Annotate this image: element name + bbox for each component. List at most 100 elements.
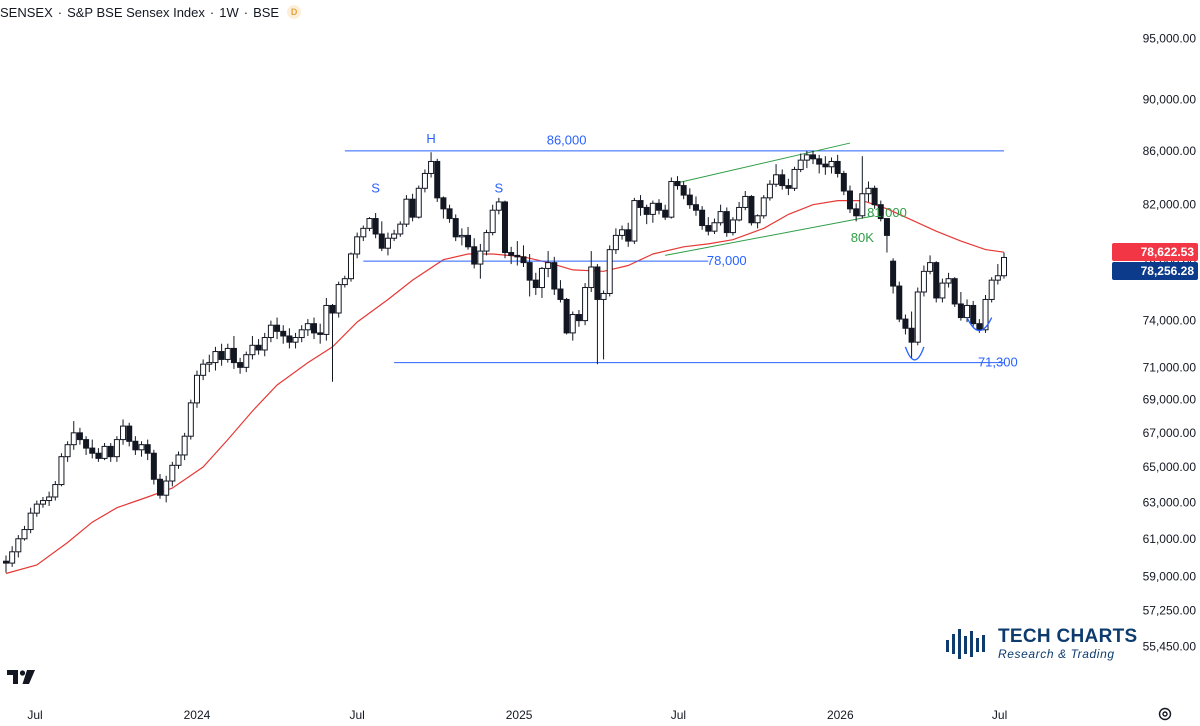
candle-body-up <box>366 218 373 229</box>
candle-body-down <box>680 185 687 196</box>
candle <box>317 323 324 344</box>
chart-annotation-label: S <box>371 180 380 195</box>
candle-body-up <box>773 174 780 185</box>
candle <box>446 204 453 223</box>
candle-body-up <box>175 454 182 466</box>
candle-body-up <box>1001 256 1007 277</box>
candle-body-down <box>514 254 521 258</box>
candle <box>538 266 545 298</box>
candle <box>249 335 256 360</box>
candle <box>939 278 946 303</box>
candle <box>551 256 558 295</box>
candle <box>329 303 336 382</box>
candle-body-up <box>384 237 391 249</box>
candle <box>840 170 847 196</box>
candle-body-down <box>692 204 699 211</box>
candle <box>206 354 213 373</box>
candle-body-up <box>588 266 595 289</box>
candle-body-down <box>502 201 508 254</box>
candle-body-up <box>428 160 435 174</box>
candle <box>89 439 96 459</box>
candle <box>748 195 755 226</box>
symbol-label[interactable]: SENSEX <box>0 4 53 20</box>
candle-body-down <box>933 262 940 299</box>
candle <box>717 204 724 226</box>
candle <box>323 297 330 341</box>
candle-body-down <box>452 218 459 238</box>
candle <box>218 343 225 366</box>
candle <box>828 157 835 174</box>
candle-body-up <box>267 324 274 339</box>
candle-body-down <box>237 362 244 368</box>
candle <box>619 225 626 240</box>
candle-body-down <box>902 318 909 329</box>
interval-label[interactable]: 1W <box>219 4 239 20</box>
candle <box>729 217 736 236</box>
delayed-data-badge[interactable]: D <box>287 5 302 19</box>
header-separator: · <box>243 4 249 20</box>
candle-body-down <box>723 211 730 234</box>
candle-body-down <box>976 323 983 331</box>
price-axis-tick-label: 55,450.00 <box>1143 639 1197 653</box>
candle <box>415 185 422 219</box>
price-axis-tick-label: 57,250.00 <box>1143 603 1197 617</box>
candle <box>502 200 508 259</box>
candle <box>686 188 693 209</box>
chart-annotation-label: 71,300 <box>978 355 1018 370</box>
candle-body-up <box>483 232 490 252</box>
candle-body-up <box>477 250 484 265</box>
candle <box>150 449 157 485</box>
candle-body-up <box>631 200 638 242</box>
candle <box>495 197 502 215</box>
candle <box>372 212 379 239</box>
candle-body-up <box>224 347 231 360</box>
candle-body-down <box>674 181 681 187</box>
candle-body-up <box>415 187 422 218</box>
candle-body-up <box>582 287 589 322</box>
candle <box>520 245 527 267</box>
candle-body-down <box>853 208 860 217</box>
candle-body-up <box>754 215 761 224</box>
chart-annotation-label: 78,000 <box>707 253 747 268</box>
candle <box>785 178 792 196</box>
price-axis-tick-label: 63,000.00 <box>1143 495 1197 509</box>
candle <box>298 325 305 343</box>
candle <box>859 156 866 219</box>
candle-body-up <box>760 197 767 217</box>
candle <box>920 265 927 297</box>
candle-body-up <box>27 512 34 531</box>
candle-body-down <box>526 262 533 281</box>
candle <box>397 221 404 237</box>
candle <box>243 351 250 373</box>
tradingview-logo-icon[interactable] <box>7 668 37 686</box>
candle <box>292 332 299 349</box>
candle-body-up <box>335 284 342 314</box>
candle <box>674 176 681 190</box>
candle <box>742 191 749 211</box>
candle-body-up <box>569 314 576 334</box>
candle-body-down <box>409 198 416 218</box>
candle-body-up <box>736 206 743 221</box>
candle <box>612 228 619 254</box>
candle-body-up <box>766 183 773 199</box>
candle-body-down <box>218 351 225 360</box>
price-axis-tick-label: 65,000.00 <box>1143 460 1197 474</box>
candle-body-down <box>372 218 379 235</box>
candle-body-up <box>403 198 410 225</box>
candle <box>224 343 231 363</box>
candle <box>157 474 164 499</box>
candle-body-up <box>859 193 866 217</box>
candle-body-up <box>742 195 749 208</box>
chart-annotation-label: 81,000 <box>867 205 907 220</box>
candle-body-up <box>391 233 398 239</box>
candle <box>643 204 650 225</box>
candle-body-up <box>187 402 194 437</box>
gear-icon[interactable] <box>1157 706 1173 722</box>
candle <box>625 222 632 247</box>
candle-body-down <box>686 194 693 206</box>
candle <box>545 251 552 278</box>
candle-body-down <box>434 160 441 199</box>
cup-arc-marker <box>966 317 993 332</box>
candle <box>957 291 964 321</box>
